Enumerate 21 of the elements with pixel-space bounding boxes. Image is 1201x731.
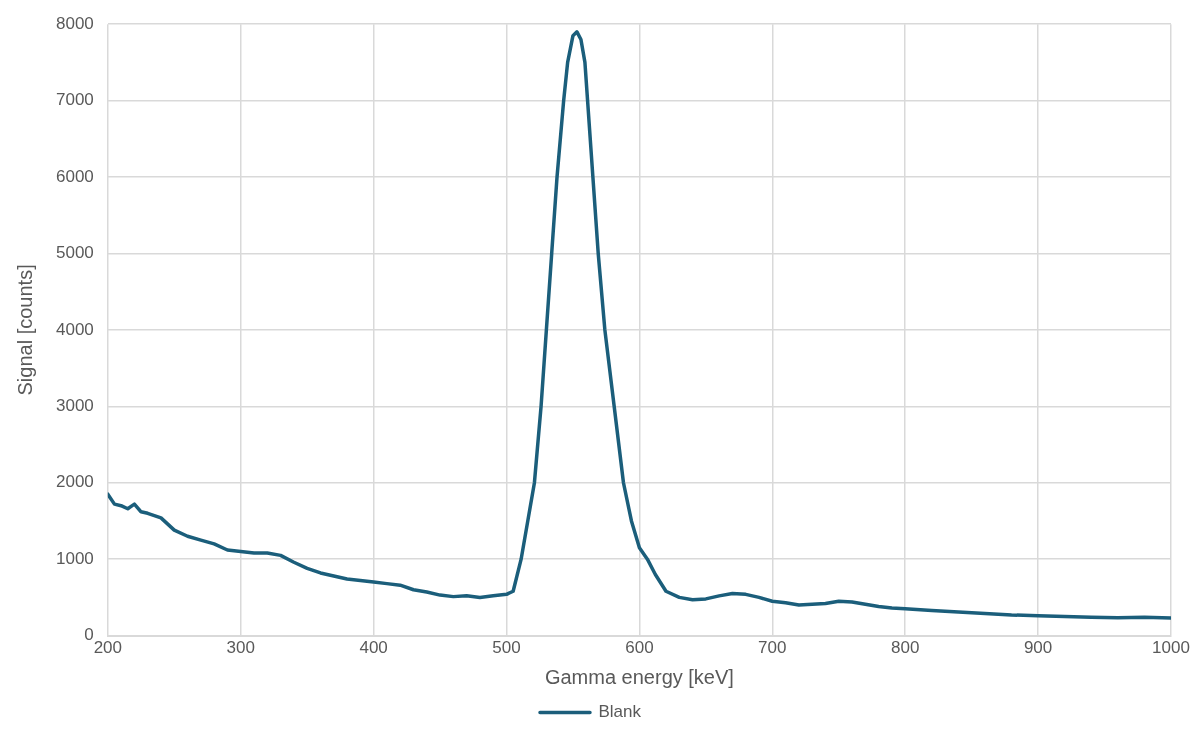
- x-tick-label: 500: [492, 638, 521, 658]
- x-tick-label: 1000: [1152, 638, 1190, 658]
- x-tick-label: 300: [226, 638, 255, 658]
- x-tick-label: 900: [1023, 638, 1053, 658]
- x-tick-label: 600: [625, 638, 654, 658]
- x-tick-label: 400: [359, 638, 388, 658]
- x-tick-label: 800: [891, 638, 920, 658]
- y-tick-label: 4000: [55, 319, 94, 339]
- y-tick-label: 2000: [55, 472, 94, 492]
- y-tick-label: 8000: [55, 13, 94, 33]
- y-tick-label: 3000: [55, 396, 94, 416]
- y-axis-title: Signal [counts]: [13, 264, 36, 396]
- y-tick-label: 0: [84, 625, 94, 645]
- x-tick-label: 200: [93, 638, 123, 658]
- y-tick-label: 7000: [55, 90, 94, 110]
- y-tick-label: 1000: [55, 548, 94, 568]
- x-axis-title: Gamma energy [keV]: [544, 665, 734, 688]
- legend-label: Blank: [598, 702, 642, 722]
- y-tick-label: 5000: [55, 243, 94, 263]
- x-tick-label: 700: [758, 638, 787, 658]
- y-tick-label: 6000: [55, 166, 94, 186]
